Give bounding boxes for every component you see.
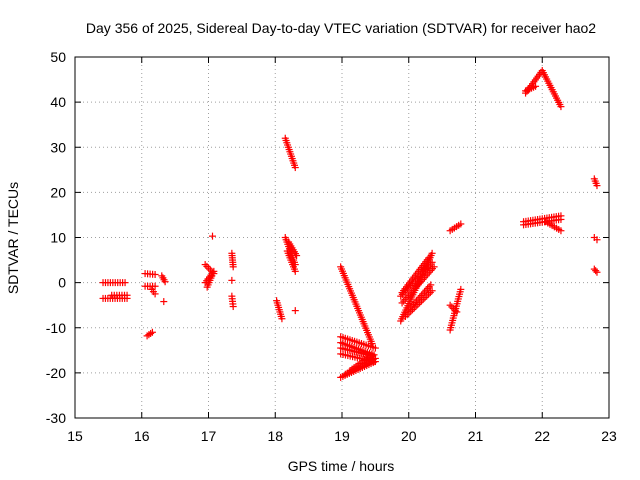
data-point-marker <box>371 344 379 352</box>
x-tick-label: 20 <box>401 428 417 444</box>
x-tick-label: 21 <box>468 428 484 444</box>
data-point-marker <box>291 267 299 275</box>
data-point-marker <box>593 268 601 276</box>
data-point-marker <box>425 254 433 262</box>
y-tick-label: 50 <box>50 49 66 65</box>
x-tick-label: 23 <box>601 428 617 444</box>
x-tick-labels: 15 16 17 18 19 20 21 22 23 <box>67 428 617 444</box>
data-point-marker <box>229 303 237 311</box>
data-point-marker <box>291 307 299 315</box>
x-tick-label: 15 <box>67 428 83 444</box>
y-tick-label: -30 <box>46 410 66 426</box>
data-point-marker <box>593 236 601 244</box>
data-point-marker <box>293 252 301 260</box>
data-point-marker <box>451 306 459 314</box>
data-point-marker <box>368 340 376 348</box>
data-point-marker <box>557 215 565 223</box>
data-point-marker <box>209 232 217 240</box>
data-point-marker <box>371 354 379 362</box>
y-tick-label: -10 <box>46 320 66 336</box>
x-axis-label: GPS time / hours <box>288 458 395 474</box>
chart-title: Day 356 of 2025, Sidereal Day-to-day VTE… <box>86 20 596 36</box>
data-point-marker <box>123 291 131 299</box>
y-tick-label: 0 <box>58 275 66 291</box>
data-point-marker <box>205 264 213 272</box>
data-point-marker <box>428 249 436 257</box>
data-point-marker <box>592 267 600 275</box>
data-point-marker <box>593 182 601 190</box>
y-tick-label: 20 <box>50 184 66 200</box>
data-point-marker <box>151 290 159 298</box>
data-point-marker <box>428 287 436 295</box>
data-point-marker <box>557 227 565 235</box>
data-point-marker <box>448 303 456 311</box>
data-point-marker <box>160 298 168 306</box>
data-point-marker <box>427 281 435 289</box>
data-point-marker <box>449 305 457 313</box>
data-point-marker <box>368 351 376 359</box>
data-point-marker <box>278 315 286 323</box>
data-markers <box>99 67 601 381</box>
data-point-marker <box>291 164 299 172</box>
y-tick-label: 40 <box>50 94 66 110</box>
data-point-marker <box>161 278 169 286</box>
y-tick-label: 30 <box>50 139 66 155</box>
x-tick-label: 17 <box>201 428 217 444</box>
data-point-marker <box>457 285 465 293</box>
data-point-marker <box>532 82 540 90</box>
data-point-marker <box>210 267 218 275</box>
data-point-marker <box>151 271 159 279</box>
x-tick-label: 16 <box>134 428 150 444</box>
x-tick-label: 22 <box>534 428 550 444</box>
data-point-marker <box>121 279 129 287</box>
data-point-marker <box>557 103 565 111</box>
data-point-marker <box>457 220 465 228</box>
data-point-marker <box>151 282 159 290</box>
x-tick-label: 18 <box>267 428 283 444</box>
y-tick-label: -20 <box>46 365 66 381</box>
data-point-marker <box>203 262 211 270</box>
data-point-marker <box>453 308 461 316</box>
grid-lines <box>75 57 609 418</box>
data-point-marker <box>446 301 454 309</box>
data-point-marker <box>148 328 156 336</box>
y-axis-label: SDTVAR / TECUs <box>5 182 21 294</box>
y-tick-labels: 50 40 30 20 10 0 -10 -20 -30 <box>46 49 66 426</box>
data-point-marker <box>428 258 436 266</box>
data-point-marker <box>229 263 237 271</box>
axis-ticks <box>74 56 610 419</box>
data-point-marker <box>201 261 209 269</box>
data-point-marker <box>208 272 216 280</box>
data-point-marker <box>228 276 236 284</box>
x-tick-label: 19 <box>334 428 350 444</box>
data-point-marker <box>430 263 438 271</box>
y-tick-label: 10 <box>50 230 66 246</box>
